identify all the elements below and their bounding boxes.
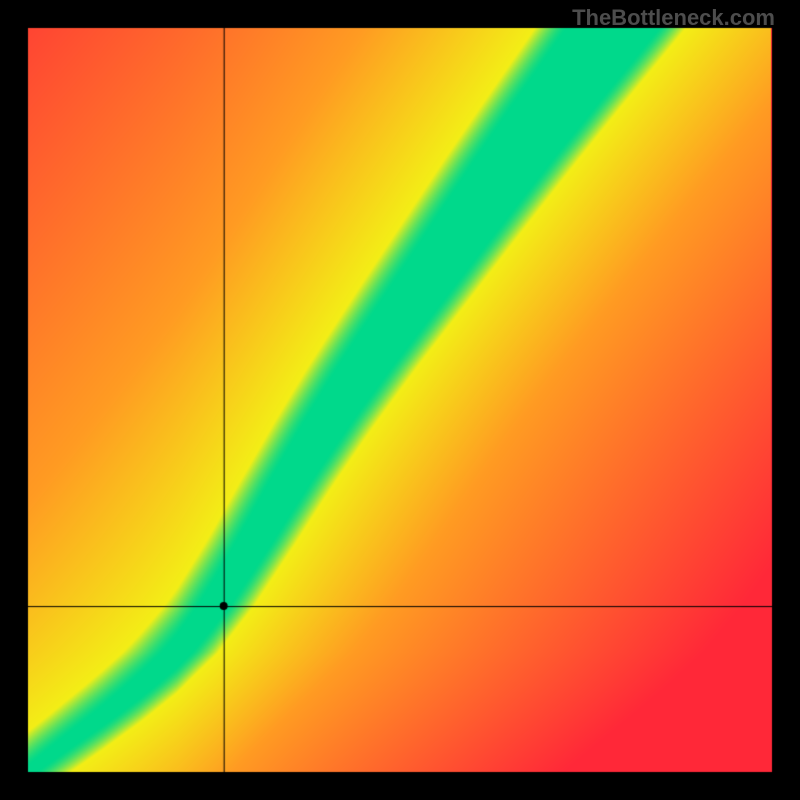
bottleneck-heatmap [0,0,800,800]
chart-container: TheBottleneck.com [0,0,800,800]
watermark-text: TheBottleneck.com [572,5,775,31]
